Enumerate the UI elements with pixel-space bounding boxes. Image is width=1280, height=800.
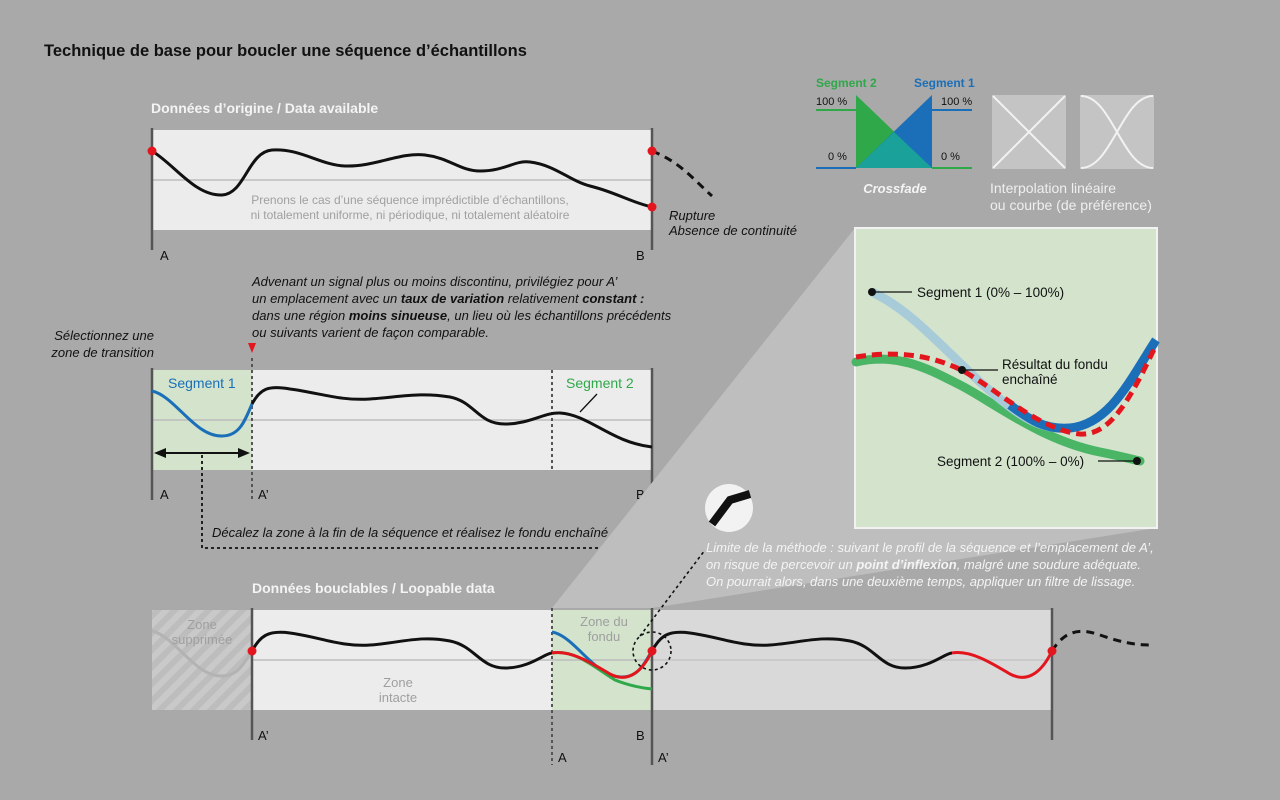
zone-intacte-label-1: Zone — [383, 675, 413, 690]
limit-line-3: On pourrait alors, dans une deuxième tem… — [706, 574, 1135, 589]
zone-supprimee-label-2: supprimée — [172, 632, 233, 647]
crossfade-blue-fade — [856, 95, 932, 168]
panel-original-caption-1: Prenons le cas d’une séquence imprédicti… — [251, 193, 569, 207]
segment1-curve — [151, 389, 254, 438]
zoom-panel: Segment 1 (0% – 100%) Résultat du fondu … — [851, 227, 1160, 529]
limit-line-1: Limite de la méthode : suivant le profil… — [706, 540, 1154, 555]
loop-repeat-waveform — [650, 630, 953, 670]
panel-select-label-a: A — [160, 487, 169, 502]
panel-loop-label-a: A — [558, 750, 567, 765]
segment2-pointer — [579, 393, 598, 413]
advice-text: Advenant un signal plus ou moins discont… — [248, 274, 672, 353]
panel-loop-label-b: B — [636, 728, 645, 743]
label-a: A — [160, 248, 169, 263]
panel-loop-label-a-prime-right: A’ — [658, 750, 669, 765]
loop-a-prime-dot — [247, 646, 257, 656]
segment1-label: Segment 1 — [168, 375, 236, 391]
transition-arrow-left-head — [154, 448, 166, 458]
panel-original: Données d’origine / Data available Preno… — [147, 100, 797, 263]
select-waveform — [250, 386, 653, 449]
panel-loop-heading: Données bouclables / Loopable data — [252, 580, 495, 596]
select-zone-line-1: Sélectionnez une — [54, 328, 154, 343]
point-b-end-dot — [647, 202, 657, 212]
crossfade-segment2-label: Segment 2 — [816, 76, 877, 90]
loop-waveform — [250, 630, 553, 670]
panel-select: Segment 1 Segment 2 A A’ B — [150, 358, 654, 502]
zoom-result-label-1: Résultat du fondu — [1002, 357, 1108, 372]
loop-result-curve — [551, 650, 654, 679]
a-prime-marker-triangle — [248, 343, 256, 353]
inflection-icon — [708, 490, 752, 527]
loop-repeat-fade — [951, 650, 1054, 679]
rupture-continuation — [651, 149, 714, 198]
crossfade-segment1-label: Segment 1 — [914, 76, 975, 90]
zone-intacte-label-2: intacte — [379, 690, 417, 705]
advice-line-3: dans une région moins sinueuse, un lieu … — [252, 308, 672, 323]
interpolation-line-1: Interpolation linéaire — [990, 180, 1116, 196]
loop-inflection-highlight — [632, 631, 672, 671]
panel-select-label-a-prime: A’ — [258, 487, 269, 502]
limit-text: Limite de la méthode : suivant le profil… — [706, 540, 1154, 589]
suppressed-waveform — [151, 629, 254, 678]
panel-loop: Données bouclables / Loopable data Zone … — [151, 549, 1151, 765]
advice-line-2: un emplacement avec un taux de variation… — [252, 291, 644, 306]
curve-interpolation-lines — [1080, 95, 1154, 169]
interpolation-line-2: ou courbe (de préférence) — [990, 197, 1152, 213]
point-b-start-dot — [647, 146, 657, 156]
label-b: B — [636, 248, 645, 263]
loop-end-dot — [1047, 646, 1057, 656]
point-a-dot — [147, 146, 157, 156]
crossfade-caption: Crossfade — [863, 181, 927, 196]
segment2-label: Segment 2 — [566, 375, 634, 391]
zone-supprimee-label-1: Zone — [187, 617, 217, 632]
crossfade-100-right: 100 % — [941, 96, 972, 108]
zoom-panel-box — [854, 227, 1158, 529]
zoom-segment1-strong — [1007, 337, 1160, 433]
rupture-sub-label: Absence de continuité — [668, 223, 797, 238]
page-title: Technique de base pour boucler une séque… — [44, 42, 527, 60]
advice-line-1: Advenant un signal plus ou moins discont… — [251, 274, 619, 289]
panel-loop-label-a-prime-left: A’ — [258, 728, 269, 743]
crossfade-0-left: 0 % — [828, 151, 847, 163]
original-waveform — [151, 148, 653, 209]
panel-original-heading: Données d’origine / Data available — [151, 100, 378, 116]
crossfade-overlap — [856, 132, 932, 168]
linear-interpolation-lines — [992, 95, 1066, 169]
zoom-result-label-2: enchaîné — [1002, 372, 1058, 387]
zone-fondu-label-2: fondu — [588, 629, 621, 644]
select-zone-line-2: zone de transition — [50, 345, 154, 360]
zoom-segment1-label: Segment 1 (0% – 100%) — [917, 285, 1064, 300]
panel-select-label-b: B — [636, 487, 645, 502]
crossfade-diagram: Segment 2 Segment 1 100 % 100 % 0 % 0 % … — [816, 76, 1154, 213]
limit-line-2: on risque de percevoir un point d’inflex… — [706, 557, 1141, 572]
loop-b-dot — [647, 646, 657, 656]
crossfade-100-left: 100 % — [816, 96, 847, 108]
zoom-segment2-label: Segment 2 (100% – 0%) — [937, 454, 1084, 469]
rupture-label: Rupture — [669, 208, 715, 223]
loop-continuation — [1050, 629, 1151, 652]
crossfade-0-right: 0 % — [941, 151, 960, 163]
transition-arrow-right-head — [238, 448, 250, 458]
zoom-result-curve — [855, 343, 1159, 437]
zoom-segment2-curve — [851, 354, 1145, 466]
panel-original-caption-2: ni totalement uniforme, ni périodique, n… — [251, 208, 570, 222]
zone-supprimee — [152, 610, 252, 710]
advice-line-4: ou suivants varient de façon comparable. — [252, 325, 489, 340]
shift-instruction: Décalez la zone à la fin de la séquence … — [212, 525, 608, 540]
zone-fondu-label-1: Zone du — [580, 614, 628, 629]
